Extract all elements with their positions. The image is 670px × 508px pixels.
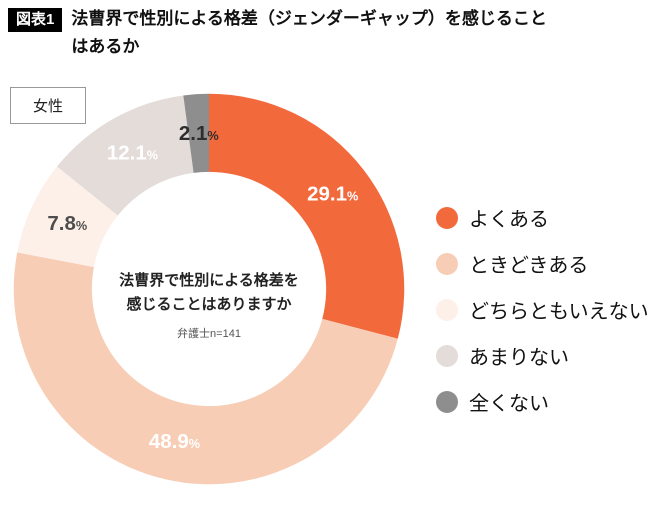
legend-label: どちらともいえない: [469, 301, 649, 323]
figure-title-line1: 法曹界で性別による格差（ジェンダーギャップ）を感じること: [71, 9, 547, 28]
segment-value-label: 7.8%: [47, 212, 87, 235]
legend-dot: [436, 206, 458, 229]
legend-label: よくある: [469, 209, 549, 231]
figure-header: 図表1 法曹界で性別による格差（ジェンダーギャップ）を感じること はあるか: [8, 8, 547, 61]
donut-segment-4: [57, 95, 194, 216]
legend-item: よくある: [436, 203, 649, 232]
legend-item: ときどきある: [436, 249, 649, 278]
legend-dot: [436, 390, 458, 413]
donut-svg: 29.1% 48.9% 7.8% 12.1% 2.1%: [13, 93, 405, 485]
legend-label: ときどきある: [469, 255, 589, 277]
legend-label: あまりない: [469, 347, 569, 369]
figure-title-line2: はあるか: [71, 37, 140, 56]
segment-value-label: 48.9%: [149, 430, 200, 453]
donut-segment-1: [209, 93, 405, 339]
donut-segment-3: [17, 166, 118, 268]
legend-dot: [436, 344, 458, 367]
group-label-box: 女性: [10, 87, 87, 124]
legend-item: どちらともいえない: [436, 295, 649, 324]
legend-item: 全くない: [436, 387, 649, 416]
donut-chart: 29.1% 48.9% 7.8% 12.1% 2.1% 法曹界で性別による格差を 感じる…: [4, 84, 414, 494]
figure-title: 法曹界で性別による格差（ジェンダーギャップ）を感じること はあるか: [71, 5, 547, 61]
segment-value-label: 12.1%: [107, 142, 158, 165]
group-label: 女性: [33, 98, 64, 115]
segment-value-label: 2.1%: [179, 122, 219, 145]
legend-item: あまりない: [436, 341, 649, 370]
legend: よくあるときどきあるどちらともいえない あまりない全くない: [436, 203, 649, 416]
segment-value-label: 29.1%: [307, 182, 358, 205]
legend-label: 全くない: [469, 393, 549, 415]
donut-segment-2: [13, 252, 398, 485]
figure-number-badge: 図表1: [8, 8, 63, 32]
legend-dot: [436, 252, 458, 275]
legend-dot: [436, 298, 458, 321]
donut-segment-5: [183, 93, 209, 173]
